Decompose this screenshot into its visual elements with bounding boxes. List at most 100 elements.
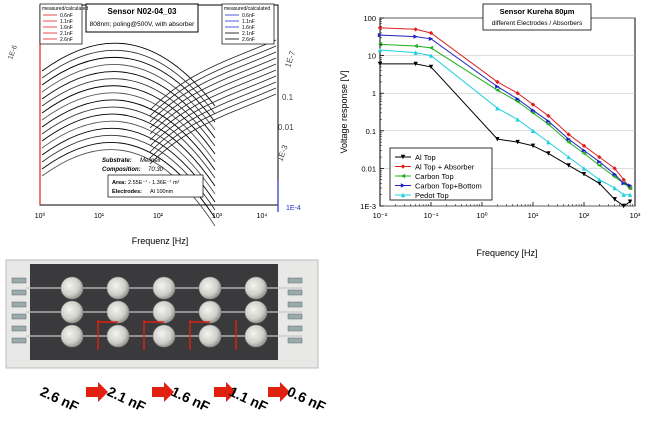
legend-label: Al Top + Absorber — [415, 163, 475, 172]
contact-pad — [287, 337, 303, 344]
y-ticks: 1E-3 0.01 0.1 1 10 100 — [360, 14, 384, 211]
spectrum-curve — [41, 56, 216, 123]
data-point — [546, 121, 551, 127]
left-x-tick: 10⁴ — [257, 213, 268, 220]
legend-left-item: 0.6nF — [60, 13, 73, 19]
spectrum-curve — [149, 51, 277, 123]
sensor-disc — [152, 300, 176, 324]
sensor-photo — [0, 250, 330, 375]
spectrum-curve — [41, 99, 216, 171]
sensor-disc — [106, 276, 130, 300]
data-point — [428, 30, 434, 36]
legend-marker — [400, 183, 406, 188]
chart-subtitle: different Electrodes / Absorbers — [492, 20, 583, 27]
x-tick-label: 10³ — [630, 211, 641, 220]
data-point — [530, 128, 536, 133]
data-point — [495, 79, 500, 85]
data-point — [621, 181, 626, 186]
data-point — [377, 32, 383, 38]
left-x-tick: 10⁰ — [35, 212, 46, 220]
substrate-value: Melinex — [140, 158, 162, 164]
composition-value: 70:30 — [148, 167, 164, 173]
y-axis-label: Voltage response [V] — [339, 70, 349, 153]
capacitance-label: 0.6 nF — [285, 383, 329, 415]
spectrum-curve — [41, 85, 216, 155]
left-axis-label: 1E-6 — [7, 44, 19, 60]
data-point — [413, 27, 418, 32]
data-point — [428, 53, 434, 58]
legend-right-item: 0.6nF — [242, 13, 255, 19]
left-title-box — [85, 3, 199, 33]
legend-right-item: 2.1nF — [242, 31, 255, 37]
data-point — [546, 113, 551, 119]
contact-pad — [287, 301, 303, 308]
spectrum-curve — [41, 49, 216, 115]
area-label: Area: — [112, 180, 126, 186]
y-tick-label: 0.1 — [366, 127, 376, 136]
data-point — [413, 50, 418, 55]
data-point — [566, 139, 571, 145]
spectrum-curve — [149, 57, 277, 129]
sensor-disc — [244, 324, 268, 348]
spectrum-curve — [149, 75, 277, 147]
data-point — [515, 96, 520, 102]
legend-left-title: measured/calculated — [42, 6, 88, 12]
data-point — [530, 143, 536, 148]
electrodes-label: Electrodes: — [112, 189, 142, 195]
data-point — [597, 163, 602, 168]
spectrum-curve — [149, 93, 277, 165]
right-chart-svg: Sensor Kureha 80µm different Electrodes … — [339, 3, 641, 258]
legend-left: measured/calculated 0.6nF 1.1nF 1.6nF 2.… — [39, 3, 88, 45]
sensor-disc — [106, 300, 130, 324]
x-axis-label: Frequency [Hz] — [476, 248, 537, 258]
legend-right-item: 1.1nF — [242, 19, 255, 25]
x-tick-label: 10² — [579, 211, 590, 220]
data-point — [428, 36, 434, 41]
sensor-disc — [198, 276, 222, 300]
data-point — [612, 166, 617, 171]
data-point — [597, 154, 602, 160]
data-point — [597, 159, 602, 164]
data-point — [546, 139, 551, 145]
contact-pad — [287, 325, 303, 332]
series-pedot-top — [377, 47, 633, 197]
substrate-label: Substrate: — [102, 158, 132, 164]
data-point — [566, 163, 571, 168]
spectrum-curve — [149, 45, 277, 117]
legend-right-box — [221, 3, 275, 45]
data-point — [428, 45, 434, 51]
spectrum-curve — [149, 63, 277, 135]
data-point — [627, 185, 633, 191]
sensor-disc — [198, 300, 222, 324]
contact-pad — [287, 313, 303, 320]
spectrum-curve — [41, 78, 216, 147]
sensor-disc — [244, 276, 268, 300]
legend-left-box — [39, 3, 83, 45]
left-x-tick: 10² — [153, 213, 164, 220]
contact-pad — [11, 313, 27, 320]
spectrum-curve — [149, 87, 277, 159]
capacitance-label: 1.6 nF — [169, 383, 213, 415]
legend-marker — [400, 192, 406, 198]
series-layer — [377, 25, 633, 209]
legend-marker — [400, 164, 406, 169]
legend-left-item: 2.6nF — [60, 37, 73, 43]
series-carbon-top-bottom — [377, 32, 633, 188]
sensor-disc — [60, 276, 84, 300]
sensor-disc — [106, 324, 130, 348]
contact-pad — [287, 289, 303, 296]
right-axis-tick: 0.01 — [278, 123, 294, 132]
y-tick-label: 1 — [372, 89, 376, 98]
contact-pad — [11, 289, 27, 296]
data-point — [597, 181, 602, 186]
legend-right: measured/calculated 0.6nF 1.1nF 1.6nF 2.… — [221, 3, 275, 45]
contact-pad — [287, 277, 303, 284]
capacitance-label: 1.1 nF — [227, 383, 271, 415]
arrow-right-icon — [214, 382, 236, 402]
data-point — [515, 117, 520, 122]
data-point — [530, 108, 536, 113]
y-tick-label: 1E-3 — [360, 202, 376, 211]
legend-marker — [400, 154, 406, 160]
left-curves — [39, 39, 279, 227]
